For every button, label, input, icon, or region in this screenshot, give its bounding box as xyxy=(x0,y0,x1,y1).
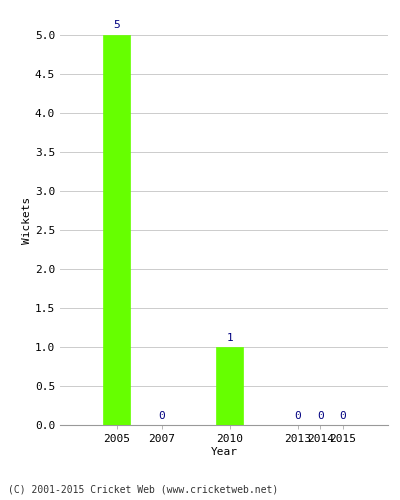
Text: 0: 0 xyxy=(339,411,346,421)
Bar xyxy=(216,347,243,425)
Text: 0: 0 xyxy=(158,411,165,421)
Text: 5: 5 xyxy=(113,20,120,30)
Text: (C) 2001-2015 Cricket Web (www.cricketweb.net): (C) 2001-2015 Cricket Web (www.cricketwe… xyxy=(8,485,278,495)
Text: 1: 1 xyxy=(226,332,233,342)
Text: 0: 0 xyxy=(317,411,324,421)
X-axis label: Year: Year xyxy=(210,447,238,457)
Bar xyxy=(103,34,130,425)
Text: 0: 0 xyxy=(294,411,301,421)
Y-axis label: Wickets: Wickets xyxy=(22,196,32,244)
